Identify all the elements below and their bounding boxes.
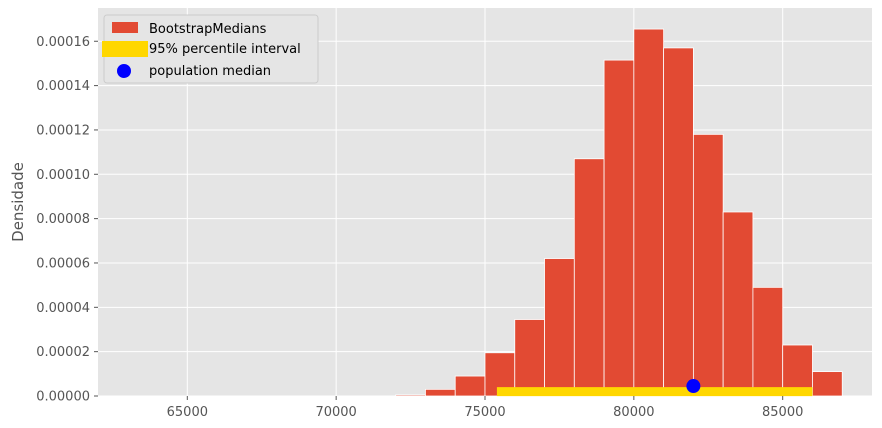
y-axis-label: Densidade — [9, 162, 27, 242]
y-tick-label: 0.00006 — [36, 256, 90, 271]
histogram-bar — [633, 28, 665, 397]
histogram-bar — [514, 319, 545, 397]
x-tick-label: 85000 — [762, 405, 803, 420]
histogram-bar — [812, 371, 843, 397]
legend-label-bootstrap-medians: BootstrapMedians — [149, 22, 267, 37]
population-median-marker — [686, 379, 701, 394]
histogram-bar — [395, 394, 426, 397]
y-tick-label: 0.00004 — [36, 301, 90, 316]
y-axis-ticks: 0.00000 0.00002 0.00004 0.00006 0.00008 0.000… — [36, 35, 98, 405]
y-tick-label: 0.00014 — [36, 79, 90, 94]
y-tick-label: 0.00012 — [36, 123, 90, 138]
x-tick-label: 75000 — [464, 405, 505, 420]
histogram-bar — [722, 211, 754, 397]
histogram-bar — [663, 47, 694, 397]
y-tick-label: 0.00010 — [36, 168, 90, 183]
legend-label-population-median: population median — [149, 64, 271, 79]
legend-swatch-population-median — [117, 64, 131, 78]
legend: BootstrapMedians 95% percentile interval… — [102, 14, 319, 84]
x-tick-label: 70000 — [315, 405, 356, 420]
y-tick-label: 0.00000 — [36, 390, 90, 405]
histogram-bar — [573, 158, 605, 397]
x-tick-label: 80000 — [613, 405, 654, 420]
y-tick-label: 0.00016 — [36, 35, 90, 50]
x-tick-label: 65000 — [167, 405, 208, 420]
y-tick-label: 0.00008 — [36, 212, 90, 227]
histogram-bar — [692, 133, 724, 397]
legend-swatch-percentile-interval — [102, 41, 148, 57]
legend-label-percentile-interval: 95% percentile interval — [149, 42, 301, 57]
histogram-bar — [454, 375, 486, 397]
legend-swatch-bootstrap-medians — [112, 22, 138, 33]
histogram-bars — [395, 28, 843, 397]
histogram-bar — [425, 388, 456, 397]
histogram-bar — [603, 59, 635, 397]
y-tick-label: 0.00002 — [36, 345, 90, 360]
histogram-bar — [544, 258, 575, 397]
x-axis-ticks: 65000 70000 75000 80000 85000 — [167, 396, 803, 420]
histogram-bar — [752, 286, 784, 397]
overlay-markers — [496, 379, 813, 397]
